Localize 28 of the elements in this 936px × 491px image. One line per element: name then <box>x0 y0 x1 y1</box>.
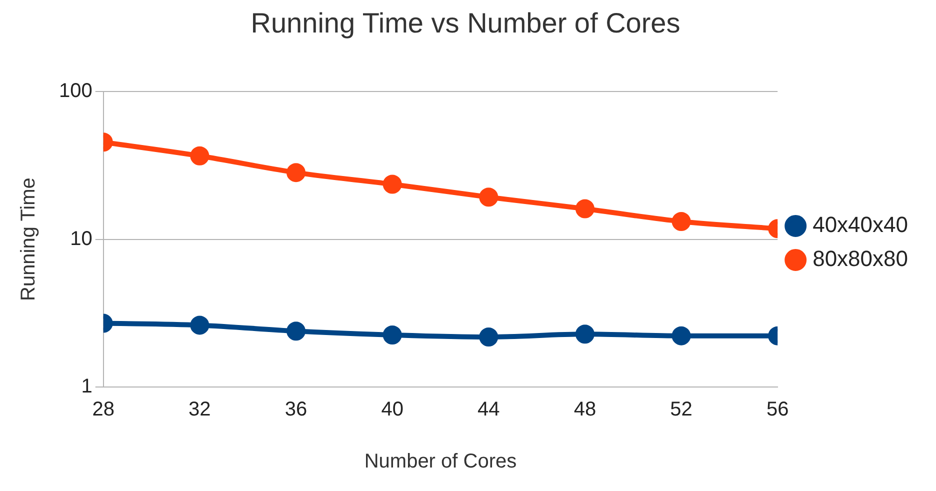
chart-title: Running Time vs Number of Cores <box>250 8 680 39</box>
x-axis-title: Number of Cores <box>364 450 517 473</box>
y-tick-label: 10 <box>70 228 92 250</box>
x-tick-label: 44 <box>478 398 500 421</box>
x-tick-label: 28 <box>92 398 114 421</box>
point <box>190 146 210 166</box>
point <box>382 325 402 344</box>
point <box>190 316 210 335</box>
point <box>575 199 594 218</box>
y-tick-label: 100 <box>58 80 92 102</box>
x-tick-label: 40 <box>381 398 404 421</box>
point <box>286 322 306 341</box>
point <box>382 174 402 194</box>
legend-label: 40x40x40 <box>812 212 908 238</box>
point <box>286 163 306 182</box>
legend-label: 80x80x80 <box>812 246 908 272</box>
point <box>672 326 691 346</box>
y-tick-label: 1 <box>81 376 92 398</box>
point <box>479 188 498 207</box>
point <box>672 212 691 231</box>
x-tick-label: 32 <box>188 398 211 421</box>
point <box>479 328 498 347</box>
y-axis-title: Running Time <box>18 178 40 302</box>
x-tick-label: 56 <box>766 398 789 421</box>
point <box>575 324 594 344</box>
x-tick-label: 52 <box>670 398 692 421</box>
x-tick-label: 48 <box>574 398 596 421</box>
x-tick-label: 36 <box>284 398 308 421</box>
